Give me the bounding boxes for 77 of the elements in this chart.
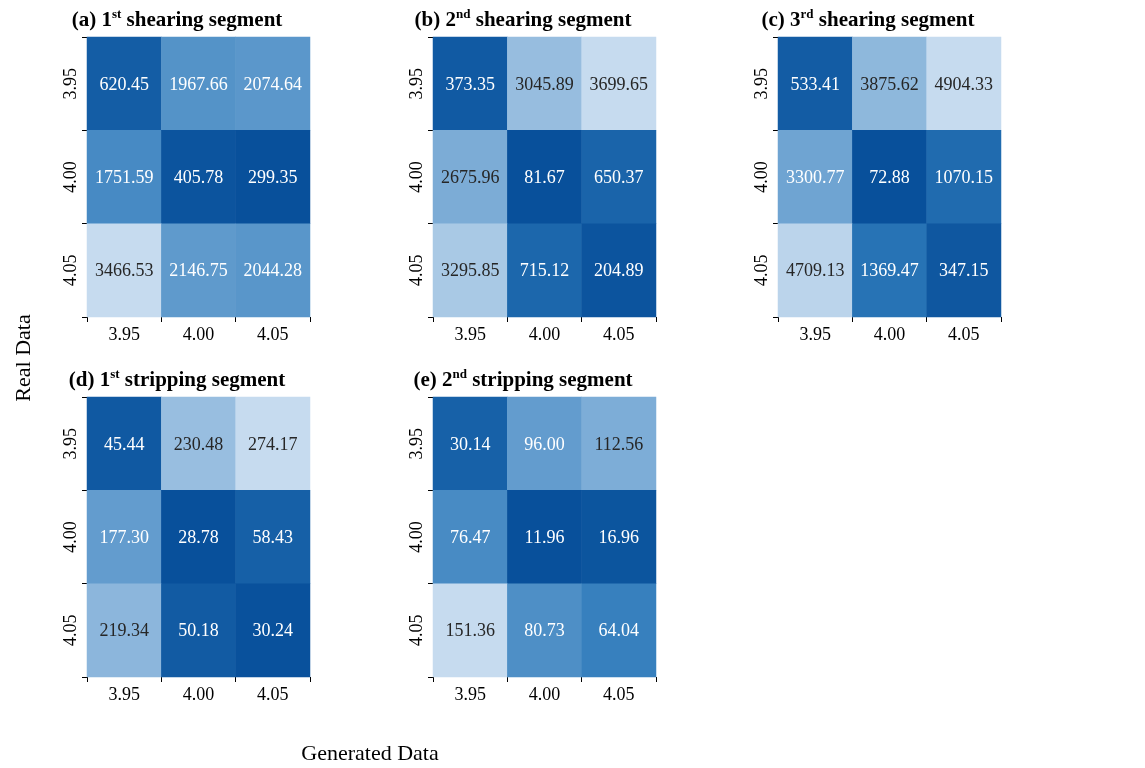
y-tick-label: 3.95: [751, 67, 771, 100]
data-label: 204.89: [594, 260, 644, 281]
data-label: 3699.65: [589, 73, 649, 94]
data-label: 230.48: [173, 433, 224, 454]
x-tick-label: 4.05: [948, 324, 980, 344]
y-tick-label: 4.00: [60, 521, 80, 553]
y-tick-label: 4.00: [751, 161, 771, 193]
data-label: 299.35: [248, 167, 298, 187]
data-label: 96.00: [524, 433, 565, 454]
data-label: 28.78: [178, 527, 219, 547]
x-tick-label: 4.05: [603, 324, 635, 344]
data-label: 50.18: [178, 620, 219, 641]
data-label: 11.96: [524, 527, 565, 547]
y-tick-label: 3.95: [406, 427, 426, 460]
x-tick-label: 4.05: [257, 684, 289, 704]
data-label: 58.43: [252, 527, 294, 547]
data-label: 177.30: [99, 527, 149, 547]
data-label: 45.44: [103, 433, 145, 454]
data-label: 650.37: [594, 167, 644, 187]
y-tick-label: 4.05: [406, 254, 426, 287]
x-tick-label: 4.00: [873, 324, 906, 344]
data-label: 30.14: [449, 433, 491, 454]
data-label: 274.17: [248, 433, 298, 454]
data-label: 1751.59: [94, 167, 154, 187]
x-tick-label: 3.95: [108, 684, 140, 704]
data-label: 2675.96: [440, 167, 500, 187]
data-label: 4904.33: [934, 73, 994, 94]
data-label: 1070.15: [934, 167, 994, 187]
y-tick-label: 4.00: [406, 161, 426, 193]
data-label: 715.12: [519, 260, 570, 281]
data-label: 80.73: [524, 620, 565, 641]
data-label: 64.04: [598, 620, 640, 641]
x-tick-label: 3.95: [108, 324, 140, 344]
x-tick-label: 3.95: [454, 324, 486, 344]
data-label: 112.56: [594, 433, 644, 454]
data-label: 1967.66: [169, 73, 228, 94]
y-tick-label: 4.05: [60, 614, 80, 647]
data-label: 3295.85: [440, 260, 500, 281]
data-label: 3875.62: [860, 73, 919, 94]
data-label: 405.78: [173, 167, 224, 187]
data-label: 3466.53: [94, 260, 154, 281]
data-label: 3045.89: [515, 73, 574, 94]
y-axis-title: Real Data: [10, 313, 36, 404]
y-tick-label: 3.95: [406, 67, 426, 100]
y-tick-label: 3.95: [60, 67, 80, 100]
data-label: 76.47: [449, 527, 491, 547]
data-label: 1369.47: [860, 260, 919, 281]
data-label: 373.35: [445, 73, 495, 94]
x-tick-label: 4.05: [257, 324, 289, 344]
data-label: 16.96: [598, 527, 640, 547]
y-tick-label: 3.95: [60, 427, 80, 460]
data-label: 620.45: [99, 73, 149, 94]
y-tick-label: 4.05: [406, 614, 426, 647]
y-tick-label: 4.05: [751, 254, 771, 287]
data-label: 2044.28: [243, 260, 303, 281]
data-label: 3300.77: [785, 167, 845, 187]
x-tick-label: 4.00: [182, 324, 215, 344]
y-tick-label: 4.05: [60, 254, 80, 287]
x-axis-title: Generated Data: [300, 740, 440, 766]
x-tick-label: 3.95: [454, 684, 486, 704]
y-tick-label: 4.00: [406, 521, 426, 553]
data-label: 30.24: [252, 620, 294, 641]
x-tick-label: 4.00: [182, 684, 215, 704]
data-label: 4709.13: [785, 260, 845, 281]
x-tick-label: 3.95: [799, 324, 831, 344]
data-label: 2074.64: [243, 73, 303, 94]
x-tick-label: 4.00: [528, 684, 561, 704]
x-tick-label: 4.00: [528, 324, 561, 344]
data-label: 219.34: [99, 620, 149, 641]
y-tick-label: 4.00: [60, 161, 80, 193]
data-label: 72.88: [869, 167, 910, 187]
data-label: 151.36: [445, 620, 495, 641]
data-label: 347.15: [939, 260, 989, 281]
data-label: 81.67: [524, 167, 565, 187]
data-label: 533.41: [790, 73, 840, 94]
data-label: 2146.75: [169, 260, 228, 281]
x-tick-label: 4.05: [603, 684, 635, 704]
